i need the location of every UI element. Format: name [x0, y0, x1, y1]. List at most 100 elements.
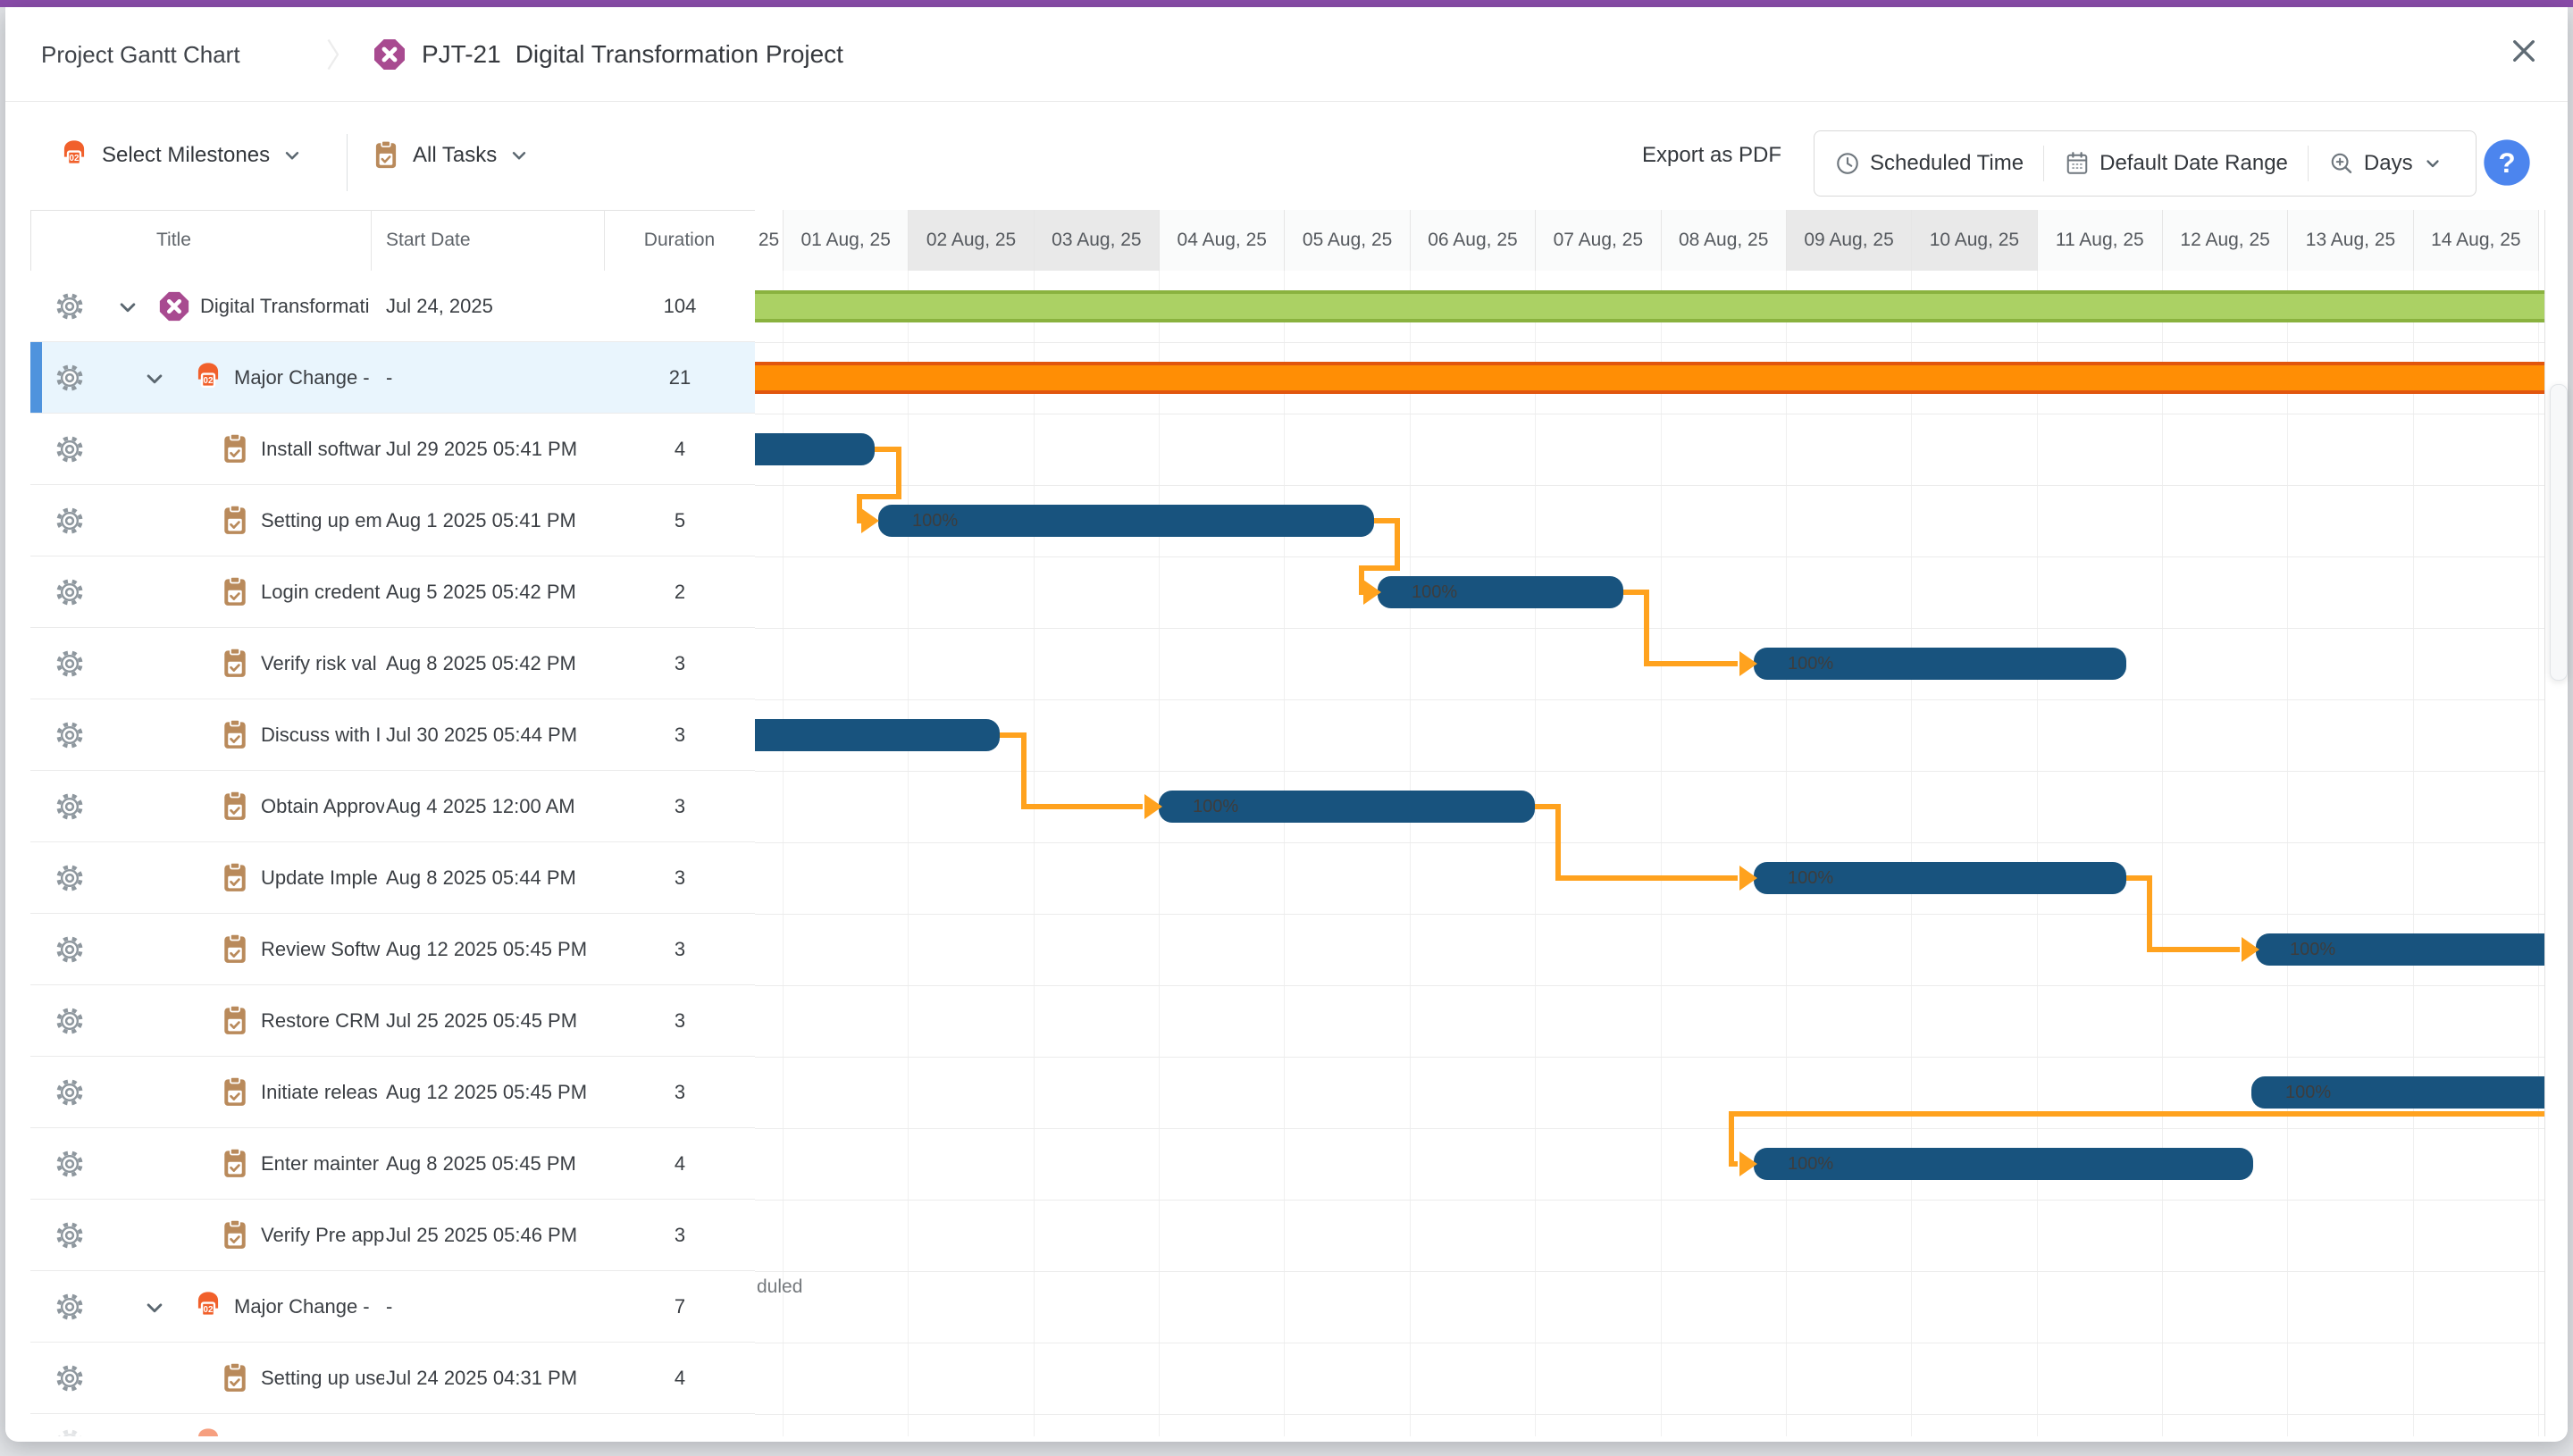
task-row[interactable]: Setting up em Aug 1 2025 05:41 PM 5 [30, 485, 755, 556]
partial-row: 02 [30, 1414, 755, 1436]
task-row[interactable]: Initiate releas Aug 12 2025 05:45 PM 3 [30, 1057, 755, 1128]
task-bar[interactable] [878, 505, 1374, 537]
zoom-level-dropdown[interactable]: Days [2309, 131, 2463, 196]
gear-icon[interactable] [54, 576, 86, 608]
milestone-summary-bar[interactable] [755, 362, 2544, 394]
select-milestones-dropdown[interactable]: 02 Select Milestones [57, 102, 304, 209]
gear-icon[interactable] [54, 648, 86, 680]
task-bar[interactable] [1378, 576, 1623, 608]
gear-icon[interactable] [54, 862, 86, 894]
project-summary-bar[interactable] [755, 290, 2544, 322]
task-row[interactable]: Login credent Aug 5 2025 05:42 PM 2 [30, 556, 755, 628]
progress-label: 100% [1788, 654, 1834, 674]
task-icon [218, 431, 252, 468]
gear-icon[interactable] [54, 719, 86, 751]
project-row[interactable]: Digital Transformati Jul 24, 2025 104 [30, 271, 755, 342]
row-title[interactable]: Initiate releas [261, 1080, 378, 1103]
row-duration: 5 [674, 508, 686, 531]
row-title[interactable]: Install softwar [261, 437, 381, 460]
task-row[interactable]: Discuss with I Jul 30 2025 05:44 PM 3 [30, 699, 755, 771]
date-header-cell: 04 Aug, 25 [1159, 210, 1284, 271]
export-pdf-button[interactable]: Export as PDF [1642, 102, 1781, 209]
task-row[interactable]: Restore CRM Jul 25 2025 05:45 PM 3 [30, 985, 755, 1057]
column-header-title[interactable]: Title [156, 230, 191, 250]
task-bar[interactable] [1159, 791, 1535, 823]
row-title[interactable]: Digital Transformati [200, 294, 370, 317]
segment-divider [2043, 146, 2045, 181]
row-title[interactable]: Obtain Approv [261, 794, 384, 817]
expand-chevron-icon[interactable] [114, 294, 141, 321]
task-row[interactable]: Obtain Approv Aug 4 2025 12:00 AM 3 [30, 771, 755, 842]
progress-label: 100% [1193, 797, 1239, 816]
row-start-date: Jul 25 2025 05:46 PM [386, 1223, 578, 1246]
task-bar[interactable] [1754, 648, 2126, 680]
row-gridline [755, 628, 2544, 629]
task-row[interactable]: Install softwar Jul 29 2025 05:41 PM 4 [30, 414, 755, 485]
gear-icon[interactable] [54, 933, 86, 966]
toolbar-divider [347, 134, 348, 191]
day-gridline [2287, 271, 2289, 1436]
task-bar[interactable] [2251, 1076, 2544, 1109]
column-header-start-date[interactable]: Start Date [386, 230, 471, 250]
row-title[interactable]: Major Change - [234, 1294, 370, 1318]
row-gridline [755, 342, 2544, 343]
expand-chevron-icon[interactable] [141, 1294, 168, 1321]
task-row[interactable]: Setting up use Jul 24 2025 04:31 PM 4 [30, 1343, 755, 1414]
progress-label: 100% [912, 511, 959, 531]
row-start-date: Aug 5 2025 05:42 PM [386, 580, 576, 603]
gear-icon[interactable] [54, 1219, 86, 1251]
column-header-duration[interactable]: Duration [643, 230, 716, 250]
task-row[interactable]: Verify risk val Aug 8 2025 05:42 PM 3 [30, 628, 755, 699]
gear-icon[interactable] [54, 433, 86, 465]
gear-icon[interactable] [54, 791, 86, 823]
scheduled-time-button[interactable]: Scheduled Time [1815, 131, 2043, 196]
row-title[interactable]: Enter mainter [261, 1151, 380, 1175]
task-row[interactable]: Update Imple Aug 8 2025 05:44 PM 3 [30, 842, 755, 914]
close-button[interactable] [2507, 34, 2541, 68]
milestone-row[interactable]: 02 Major Change - - 7 [30, 1271, 755, 1343]
row-title[interactable]: Setting up em [261, 508, 382, 531]
task-row[interactable]: Verify Pre app Jul 25 2025 05:46 PM 3 [30, 1200, 755, 1271]
expand-chevron-icon[interactable] [141, 365, 168, 392]
task-bar[interactable] [755, 433, 875, 465]
row-duration: 3 [674, 937, 686, 960]
gear-icon[interactable] [54, 1291, 86, 1323]
task-icon [218, 1217, 252, 1254]
row-title[interactable]: Restore CRM [261, 1008, 381, 1032]
row-title[interactable]: Major Change - [234, 365, 370, 389]
gear-icon[interactable] [54, 290, 86, 322]
task-bar[interactable] [755, 719, 1000, 751]
gear-icon[interactable] [54, 1005, 86, 1037]
task-bar[interactable] [2256, 933, 2544, 966]
vertical-scrollbar-thumb[interactable] [2550, 384, 2568, 681]
row-title[interactable]: Review Softw [261, 937, 381, 960]
row-start-date: Aug 8 2025 05:45 PM [386, 1151, 576, 1175]
project-icon [372, 37, 407, 72]
row-duration: 3 [674, 866, 686, 889]
gear-icon[interactable] [54, 1362, 86, 1394]
task-row[interactable]: Review Softw Aug 12 2025 05:45 PM 3 [30, 914, 755, 985]
gear-icon[interactable] [54, 505, 86, 537]
dependency-connectors [857, 447, 2544, 1176]
view-options-group: Scheduled Time Default Date Range Days [1814, 130, 2477, 197]
row-title[interactable]: Verify Pre app [261, 1223, 384, 1246]
milestone-row[interactable]: 02 Major Change - - 21 [30, 342, 755, 414]
default-date-range-label: Default Date Range [2099, 151, 2288, 175]
zoom-icon [2328, 150, 2355, 177]
row-title[interactable]: Discuss with I [261, 723, 381, 746]
task-bar[interactable] [1754, 862, 2126, 894]
gear-icon[interactable] [54, 1148, 86, 1180]
all-tasks-dropdown[interactable]: All Tasks [370, 102, 531, 209]
row-title[interactable]: Login credent [261, 580, 381, 603]
breadcrumb[interactable]: Project Gantt Chart [41, 40, 240, 68]
svg-text:02: 02 [70, 154, 80, 163]
help-button[interactable]: ? [2482, 138, 2532, 188]
default-date-range-button[interactable]: Default Date Range [2044, 131, 2308, 196]
progress-label: 100% [1788, 1154, 1834, 1174]
row-title[interactable]: Update Imple [261, 866, 378, 889]
gear-icon[interactable] [54, 1076, 86, 1109]
row-title[interactable]: Setting up use [261, 1366, 384, 1389]
gear-icon[interactable] [54, 362, 86, 394]
row-title[interactable]: Verify risk val [261, 651, 377, 674]
task-row[interactable]: Enter mainter Aug 8 2025 05:45 PM 4 [30, 1128, 755, 1200]
